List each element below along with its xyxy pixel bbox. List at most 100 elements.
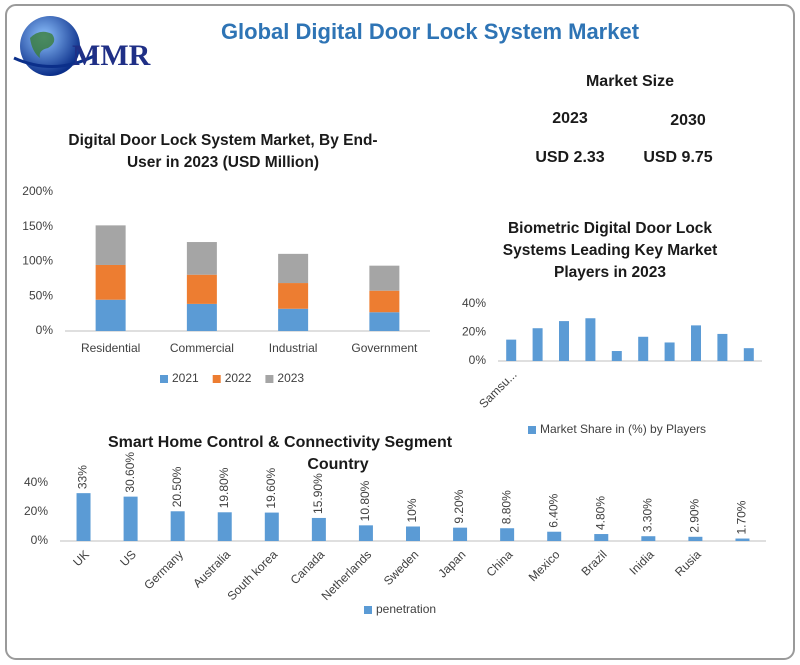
y-tick-label: 40% xyxy=(462,296,486,310)
x-tick-label: Inidia xyxy=(627,547,657,577)
bar xyxy=(691,325,701,361)
logo: MMR xyxy=(13,16,151,76)
bar xyxy=(638,336,649,361)
legend-swatch xyxy=(265,375,274,383)
y-tick-label: 20% xyxy=(24,504,48,518)
bar xyxy=(585,318,596,361)
y-tick-label: 0% xyxy=(31,533,49,547)
x-tick-label: Brazil xyxy=(579,547,610,578)
data-label: 3.30% xyxy=(641,498,655,532)
x-tick-label: US xyxy=(117,547,139,569)
bar xyxy=(95,264,126,300)
bar xyxy=(594,534,609,541)
data-label: 20.50% xyxy=(170,466,184,507)
y-tick-label: 150% xyxy=(22,219,53,233)
bar xyxy=(123,496,138,541)
legend-swatch xyxy=(160,375,168,383)
x-tick-label: South korea xyxy=(225,547,281,603)
x-tick-label: Samsu... xyxy=(476,367,519,410)
bar xyxy=(547,531,562,541)
chart-title: Smart Home Control & Connectivity Segmen… xyxy=(108,434,453,451)
x-tick-label: Australia xyxy=(190,547,233,590)
legend-label: Market Share in (%) by Players xyxy=(540,422,706,436)
bar xyxy=(278,253,309,284)
x-tick-label: Japan xyxy=(435,547,468,580)
bar xyxy=(95,225,126,265)
data-label: 10% xyxy=(405,498,419,522)
y-tick-label: 100% xyxy=(22,254,53,268)
bar xyxy=(500,528,515,541)
chart-title: Country xyxy=(307,456,369,473)
bar xyxy=(641,536,656,541)
market-value: USD 2.33 xyxy=(535,149,604,166)
data-label: 10.80% xyxy=(358,480,372,521)
market-size-title: Market Size xyxy=(586,73,674,90)
bar xyxy=(170,511,185,541)
x-tick-label: Mexico xyxy=(526,547,563,584)
page-title: Global Digital Door Lock System Market xyxy=(221,19,640,44)
x-tick-label: Rusia xyxy=(672,547,704,579)
bar xyxy=(278,283,309,309)
x-tick-label: Commercial xyxy=(170,341,234,355)
x-tick-label: Canada xyxy=(288,547,328,587)
bar xyxy=(369,312,400,331)
bar xyxy=(735,538,750,541)
bar xyxy=(453,527,468,541)
market-year: 2023 xyxy=(552,110,588,127)
bar xyxy=(688,536,703,541)
y-tick-label: 20% xyxy=(462,325,486,339)
bar xyxy=(559,321,569,361)
data-label: 30.60% xyxy=(123,452,137,493)
data-label: 9.20% xyxy=(452,489,466,523)
x-tick-label: Germany xyxy=(141,547,186,592)
bar xyxy=(406,526,420,541)
bar xyxy=(717,333,728,361)
bar xyxy=(278,308,309,331)
bar xyxy=(664,342,675,361)
bar xyxy=(186,274,217,304)
bar xyxy=(217,512,232,541)
bar xyxy=(186,303,217,331)
market-value: USD 9.75 xyxy=(643,149,712,166)
data-label: 2.90% xyxy=(688,498,702,532)
x-tick-label: Residential xyxy=(81,341,140,355)
bar xyxy=(506,339,517,361)
bar xyxy=(532,328,543,361)
bar xyxy=(743,348,754,361)
chart-title: Digital Door Lock System Market, By End-… xyxy=(68,132,378,171)
data-label: 8.80% xyxy=(499,490,513,524)
data-label: 15.90% xyxy=(311,473,325,514)
legend-swatch xyxy=(212,375,221,383)
legend-swatch xyxy=(364,606,372,614)
data-label: 6.40% xyxy=(546,493,560,527)
bar xyxy=(611,351,622,361)
bar xyxy=(76,493,91,541)
y-tick-label: 50% xyxy=(29,288,53,302)
legend-label: 2023 xyxy=(277,371,304,385)
x-tick-label: Government xyxy=(351,341,418,355)
bar xyxy=(369,290,400,313)
data-label: 33% xyxy=(76,465,90,489)
bar xyxy=(264,512,279,541)
y-tick-label: 0% xyxy=(469,353,487,367)
bar xyxy=(369,265,400,291)
x-tick-label: Netherlands xyxy=(319,547,375,603)
data-label: 4.80% xyxy=(593,496,607,530)
logo-text: MMR xyxy=(72,39,151,72)
data-label: 19.60% xyxy=(264,468,278,509)
legend-label: 2021 xyxy=(172,371,199,385)
x-tick-label: UK xyxy=(70,547,92,569)
chart-title: Biometric Digital Door Lock Systems Lead… xyxy=(502,220,718,281)
y-tick-label: 0% xyxy=(36,323,54,337)
x-tick-label: China xyxy=(483,547,515,579)
y-tick-label: 200% xyxy=(22,184,53,198)
frame xyxy=(5,4,795,660)
bar xyxy=(95,299,126,331)
y-tick-label: 40% xyxy=(24,475,48,489)
bar xyxy=(186,242,217,275)
data-label: 1.70% xyxy=(735,500,749,534)
bar xyxy=(358,525,373,541)
bar xyxy=(311,517,326,541)
